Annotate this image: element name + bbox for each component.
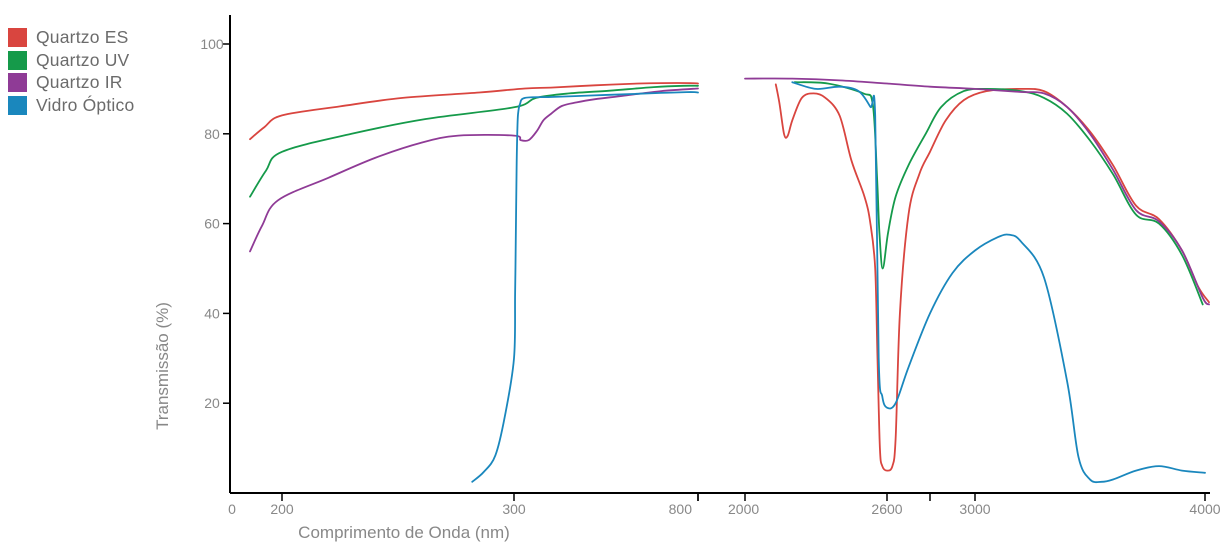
series-line bbox=[744, 77, 1210, 306]
series-line bbox=[471, 91, 699, 483]
x-tick-label: 300 bbox=[502, 501, 526, 517]
series-quartzo-ir bbox=[249, 77, 1210, 306]
series-line bbox=[774, 83, 1210, 472]
x-tick-label: 2000 bbox=[728, 501, 759, 517]
x-tick-label: 3000 bbox=[959, 501, 990, 517]
series-line bbox=[249, 87, 699, 253]
x-tick-label: 4000 bbox=[1189, 501, 1220, 517]
legend-label: Quartzo IR bbox=[36, 72, 123, 93]
series-line bbox=[249, 84, 699, 198]
x-tick-label: 2600 bbox=[871, 501, 902, 517]
y-tick-label: 40 bbox=[204, 305, 220, 321]
series-vidro-ptico bbox=[471, 81, 1206, 484]
series-quartzo-uv bbox=[249, 81, 1204, 306]
x-tick-label: 0 bbox=[228, 501, 236, 517]
legend: Quartzo ES Quartzo UV Quartzo IR Vidro Ópti… bbox=[8, 26, 134, 117]
legend-swatch bbox=[8, 73, 27, 93]
legend-item: Vidro Óptico bbox=[8, 94, 134, 117]
series-line bbox=[791, 81, 1206, 484]
legend-item: Quartzo ES bbox=[8, 26, 134, 49]
y-tick-label: 100 bbox=[200, 36, 224, 52]
legend-label: Vidro Óptico bbox=[36, 94, 135, 115]
y-tick-label: 20 bbox=[204, 395, 220, 411]
series-line bbox=[249, 82, 699, 141]
x-tick-label: 800 bbox=[669, 501, 693, 517]
legend-label: Quartzo ES bbox=[36, 26, 129, 47]
legend-label: Quartzo UV bbox=[36, 49, 130, 70]
y-tick-label: 80 bbox=[204, 126, 220, 142]
x-tick-label: 200 bbox=[270, 501, 294, 517]
legend-swatch bbox=[8, 27, 27, 47]
series-quartzo-es bbox=[249, 82, 1210, 472]
series-line bbox=[793, 81, 1204, 306]
legend-swatch bbox=[8, 50, 27, 70]
y-axis-label: Transmissão (%) bbox=[153, 302, 172, 430]
legend-item: Quartzo UV bbox=[8, 49, 134, 72]
y-tick-label: 60 bbox=[204, 216, 220, 232]
legend-item: Quartzo IR bbox=[8, 71, 134, 94]
legend-swatch bbox=[8, 95, 27, 115]
x-axis-label: Comprimento de Onda (nm) bbox=[298, 523, 510, 542]
